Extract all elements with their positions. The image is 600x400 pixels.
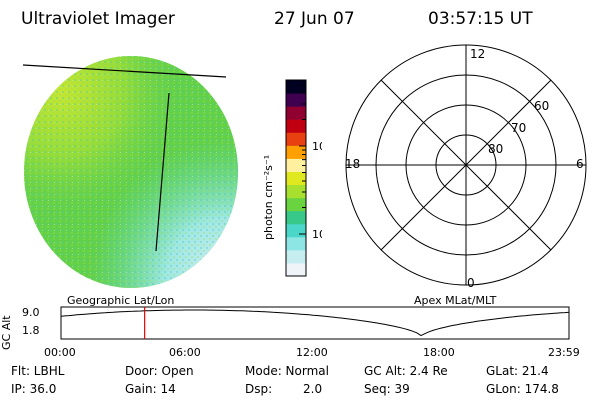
mode-status: Mode: Normal [245,364,329,378]
dsp-label: Dsp: [245,382,273,396]
lat-label-70: 70 [511,121,526,135]
dsp-value: 2.0 [303,382,323,396]
altitude-curve [60,309,570,337]
colorbar-segment [286,106,306,120]
colorbar-segment [286,93,306,107]
altitude-xtick-3: 18:00 [423,346,455,359]
latitude-line [22,64,227,78]
apex-panel-label: Apex MLat/MLT [414,294,497,307]
altitude-axis-label: GC Alt [0,315,13,350]
altitude-plot [60,306,570,340]
gain-status: Gain: 14 [125,382,176,396]
colorbar-unit-label: photon cm⁻²s⁻¹ [262,154,275,240]
mlt-label-6: 6 [576,157,584,171]
door-status: Door: Open [125,364,194,378]
colorbar-tick-label: 10 [312,228,322,241]
colorbar-segment [286,171,306,186]
glat-status: GLat: 21.4 [486,364,549,378]
uv-globe-image [22,56,238,288]
mlt-label-0: 0 [467,276,475,290]
time-label: 03:57:15 UT [428,9,533,29]
gc-alt-status: GC Alt: 2.4 Re [364,364,448,378]
colorbar-segment [286,210,306,225]
mlt-label-18: 18 [345,157,360,171]
colorbar-segment [286,249,306,264]
lat-label-80: 80 [488,142,503,156]
date-label: 27 Jun 07 [274,9,355,29]
colorbar-segment [286,223,306,238]
altitude-xtick-4: 23:59 [548,346,580,359]
colorbar: 100 10 [285,79,322,277]
seq-status: Seq: 39 [364,382,410,396]
colorbar-segment [286,197,306,212]
mlt-label-12: 12 [470,47,485,61]
colorbar-segment [286,158,306,172]
ip-status: IP: 36.0 [11,382,57,396]
colorbar-tick-label: 100 [312,140,322,153]
altitude-xtick-1: 06:00 [169,346,201,359]
polar-mlat-mlt-plot: 12 18 6 0 80 70 60 [345,44,587,290]
longitude-line [155,92,170,252]
colorbar-segment [286,236,306,251]
instrument-title: Ultraviolet Imager [21,9,175,29]
geographic-panel-label: Geographic Lat/Lon [67,294,175,307]
altitude-ytick-high: 9.0 [22,306,40,319]
colorbar-segment [286,80,306,94]
lat-label-60: 60 [534,99,549,113]
colorbar-segment [286,132,306,146]
altitude-xtick-0: 00:00 [44,346,76,359]
altitude-xtick-2: 12:00 [296,346,328,359]
altitude-ytick-low: 1.8 [22,324,40,337]
colorbar-segment [286,145,306,159]
colorbar-segment [286,262,306,277]
colorbar-segment [286,119,306,133]
colorbar-segment [286,184,306,199]
filter-status: Flt: LBHL [11,364,65,378]
glon-status: GLon: 174.8 [486,382,559,396]
